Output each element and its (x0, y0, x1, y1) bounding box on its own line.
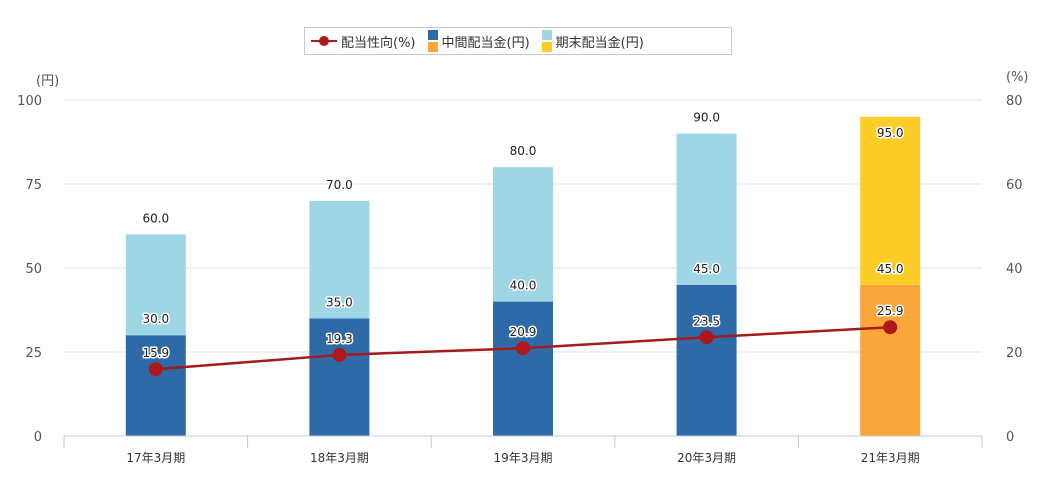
y-left-unit: (円) (36, 74, 60, 89)
legend-item-final[interactable]: 期末配当金(円) (536, 30, 644, 52)
payout-marker (883, 320, 898, 335)
y-left-tick-label: 100 (17, 94, 42, 109)
x-tick-label: 19年3月期 (494, 451, 553, 465)
legend-line-marker-icon (311, 35, 337, 47)
y-left-tick-label: 75 (25, 178, 42, 193)
y-right-tick-label: 80 (1006, 94, 1023, 109)
bar-interim (493, 301, 553, 436)
payout-marker (148, 362, 163, 377)
payout-marker (332, 347, 347, 362)
bar-final (125, 234, 186, 336)
y-left-tick-label: 25 (25, 346, 42, 361)
legend-interim-swatch-icon (427, 30, 438, 52)
y-right-tick-label: 40 (1006, 262, 1023, 277)
y-left-tick-label: 0 (34, 430, 42, 445)
bar-final (860, 116, 921, 285)
y-right-tick-label: 60 (1006, 178, 1023, 193)
y-left-tick-label: 50 (25, 262, 42, 277)
legend-item-payout[interactable]: 配当性向(%) (305, 32, 416, 51)
legend-label-payout: 配当性向(%) (341, 35, 416, 51)
payout-label: 15.9 (142, 346, 169, 360)
bar-final (309, 200, 370, 319)
y-right-tick-label: 0 (1006, 430, 1014, 445)
bar-interim (860, 284, 921, 436)
legend-label-final: 期末配当金(円) (555, 35, 644, 51)
bar-interim (125, 335, 186, 436)
x-tick-label: 18年3月期 (310, 451, 369, 465)
legend-final-swatch-icon (541, 30, 552, 52)
payout-marker (699, 330, 714, 345)
y-right-unit: (%) (1006, 70, 1029, 85)
bar-interim (309, 318, 370, 436)
x-tick-label: 17年3月期 (126, 451, 185, 465)
legend-item-interim[interactable]: 中間配当金(円) (422, 30, 530, 52)
interim-label: 30.0 (142, 312, 169, 326)
total-label: 90.0 (693, 111, 720, 125)
y-right-tick-label: 20 (1006, 346, 1023, 361)
payout-label: 19.3 (326, 332, 353, 346)
total-label: 70.0 (326, 178, 353, 192)
interim-label: 40.0 (510, 279, 537, 293)
bar-final (676, 133, 737, 285)
payout-marker (516, 341, 530, 356)
total-label: 80.0 (510, 144, 537, 158)
x-tick-label: 20年3月期 (677, 451, 736, 465)
legend-label-interim: 中間配当金(円) (441, 35, 530, 51)
bar-interim (676, 284, 737, 436)
payout-label: 20.9 (510, 325, 537, 339)
interim-label: 35.0 (326, 295, 353, 309)
payout-label: 23.5 (693, 314, 720, 328)
interim-label: 45.0 (693, 262, 720, 276)
bar-final (493, 167, 553, 302)
total-label: 95.0 (877, 126, 904, 140)
chart-legend: 配当性向(%) 中間配当金(円) 期末配当金(円) (304, 27, 732, 55)
interim-label: 45.0 (877, 262, 904, 276)
x-tick-label: 21年3月期 (861, 451, 920, 465)
payout-label: 25.9 (877, 304, 904, 318)
total-label: 60.0 (142, 211, 169, 225)
